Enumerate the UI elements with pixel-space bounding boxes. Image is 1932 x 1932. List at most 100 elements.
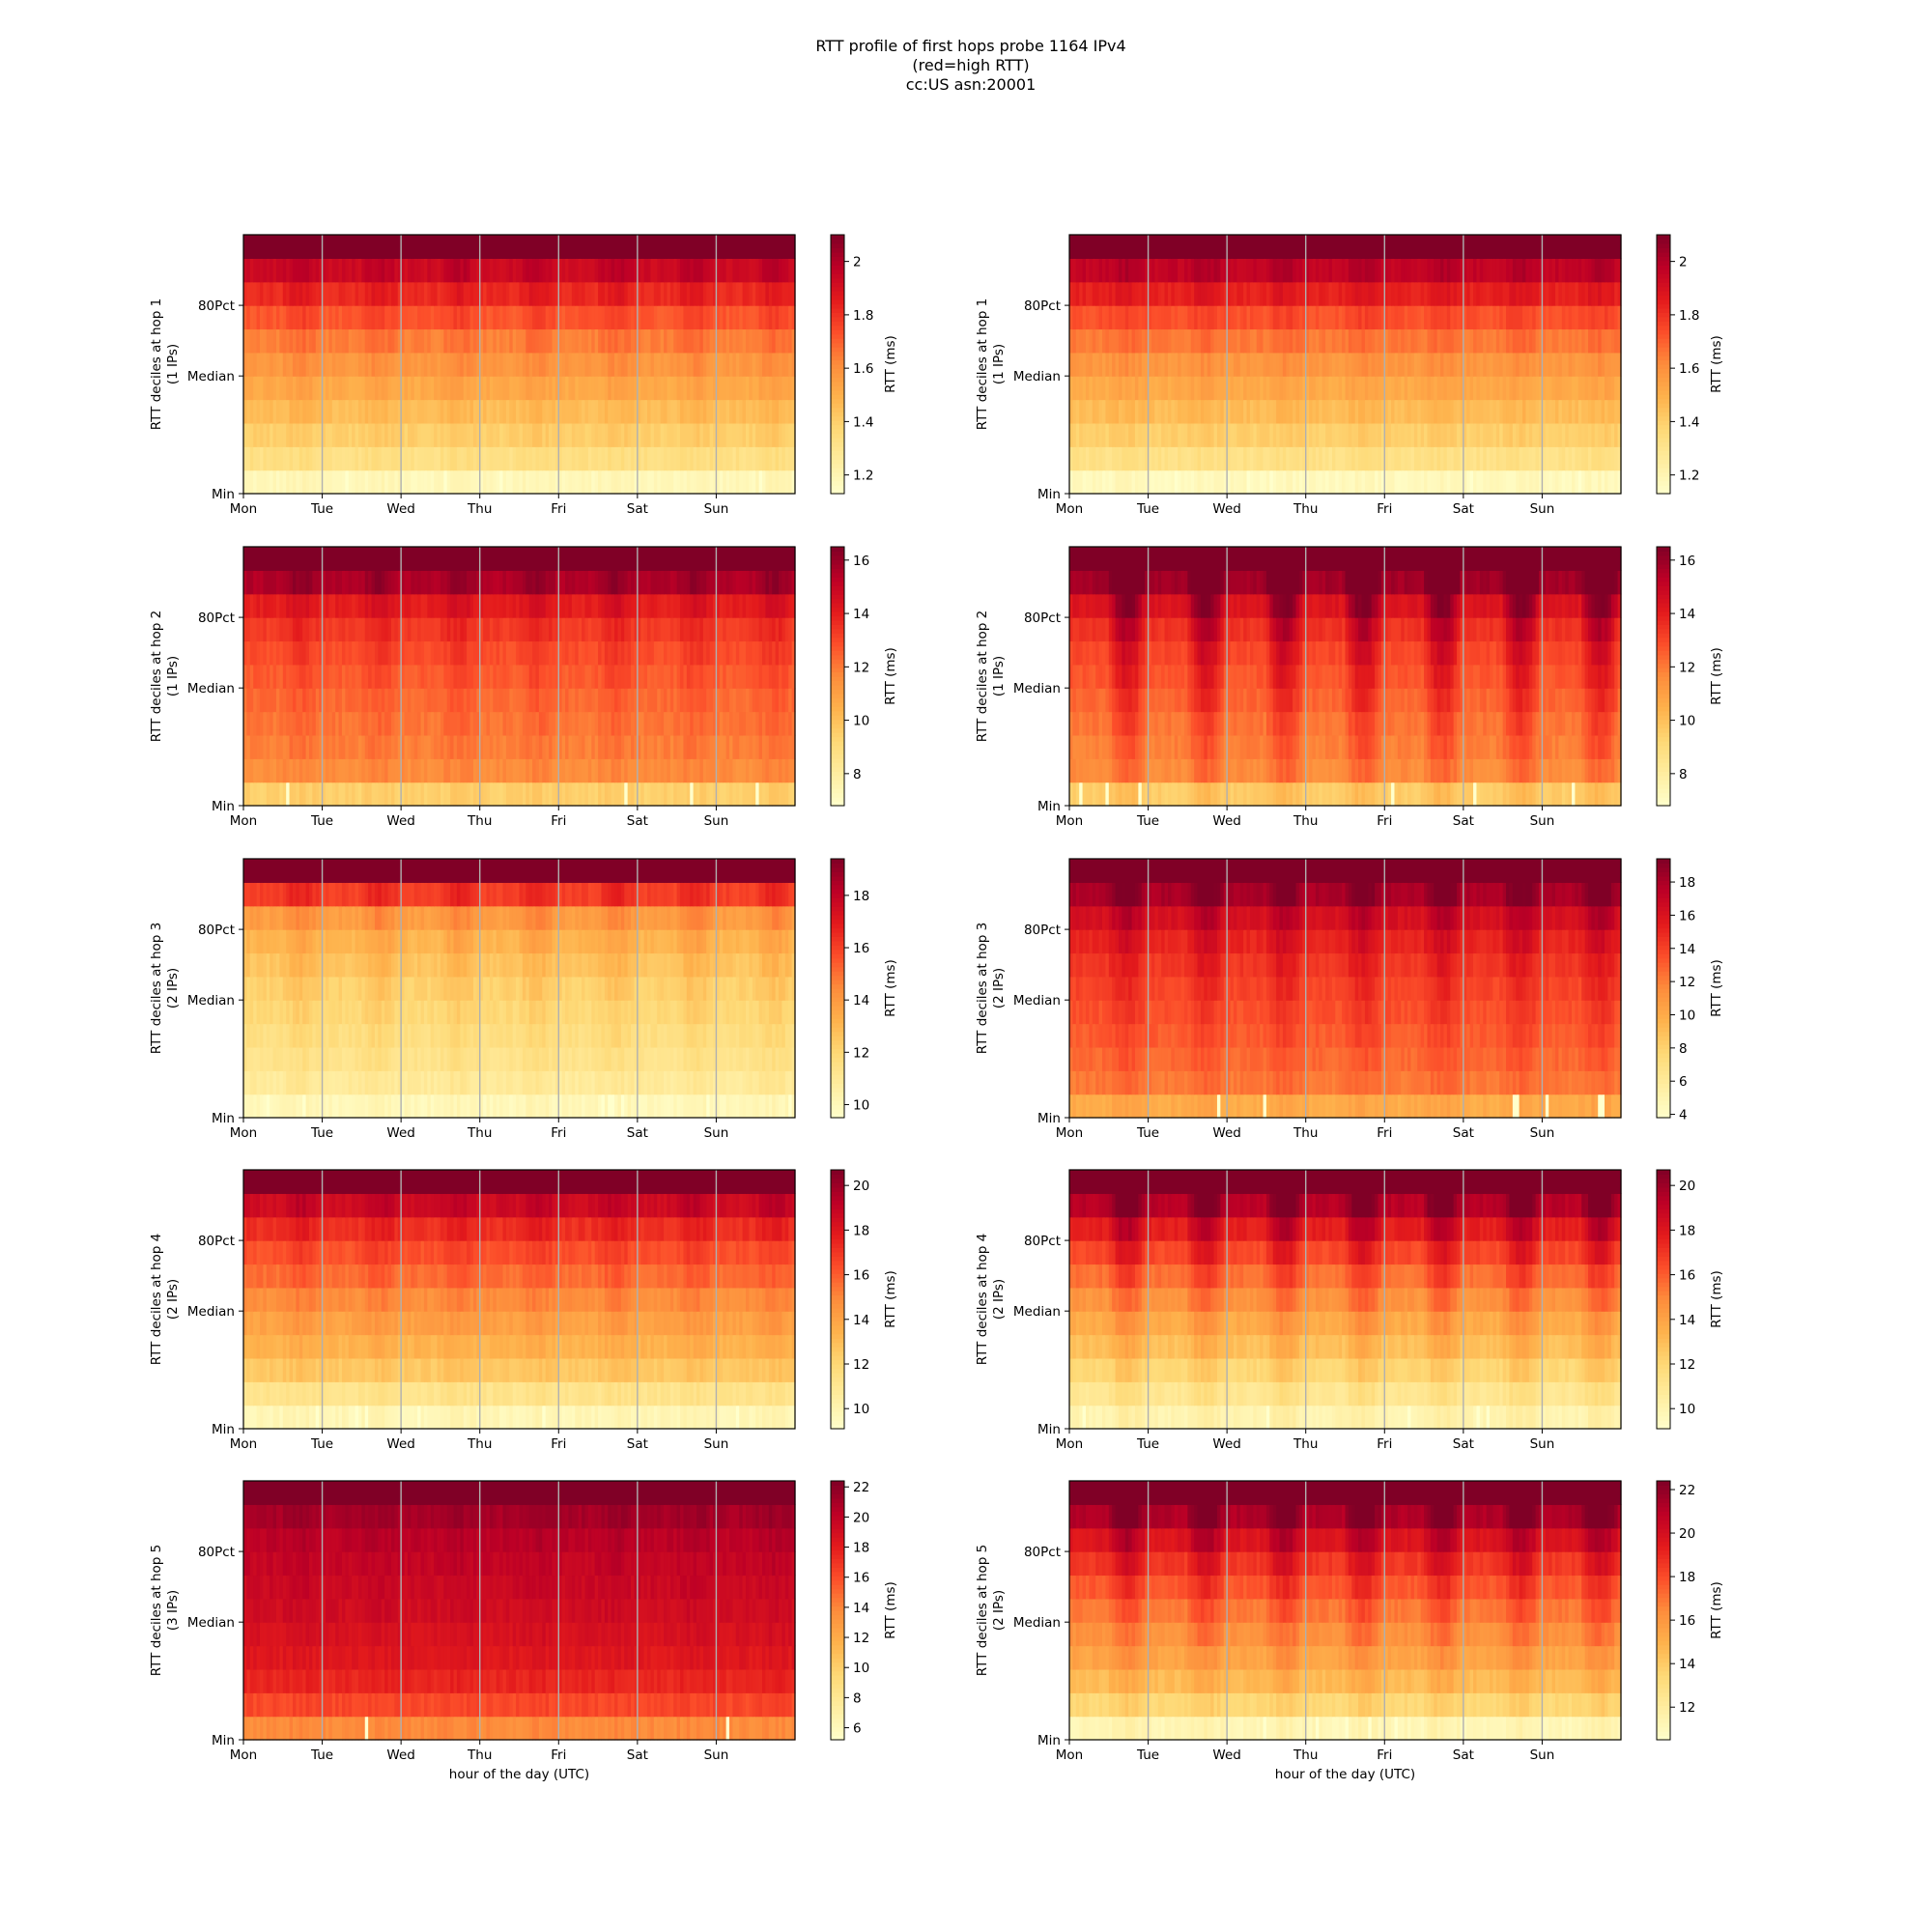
- x-tick-label: Sat: [627, 501, 648, 517]
- heatmap-cell: [388, 446, 392, 470]
- heatmap-cell: [306, 665, 310, 689]
- heatmap-cell: [276, 282, 280, 306]
- heatmap-cell: [290, 758, 294, 782]
- colorbar-segment: [1657, 472, 1670, 477]
- colorbar-segment: [1657, 394, 1670, 399]
- heatmap-cell: [345, 665, 349, 689]
- heatmap-cell: [443, 640, 447, 665]
- colorbar-segment: [831, 394, 844, 399]
- colorbar-segment: [831, 425, 844, 430]
- heatmap-cell: [372, 640, 376, 665]
- heatmap-cell: [414, 665, 418, 689]
- colorbar-segment: [1657, 412, 1670, 416]
- heatmap-cell: [483, 470, 487, 495]
- heatmap-cell: [260, 305, 264, 329]
- heatmap-cell: [316, 640, 320, 665]
- heatmap-cell: [361, 305, 365, 329]
- heatmap-cell: [414, 735, 418, 759]
- heatmap-cell: [345, 376, 349, 400]
- heatmap-cell: [372, 235, 376, 259]
- x-tick-label: Mon: [230, 501, 257, 517]
- colorbar-segment: [831, 399, 844, 404]
- colorbar-label: RTT (ms): [1709, 335, 1724, 393]
- heatmap-cell: [361, 376, 365, 400]
- heatmap-cell: [260, 758, 264, 782]
- heatmap-cell: [316, 400, 320, 424]
- heatmap-cell: [483, 305, 487, 329]
- heatmap-cell: [345, 328, 349, 353]
- heatmap-cell: [454, 782, 458, 807]
- heatmap-cell: [372, 328, 376, 353]
- heatmap-cell: [260, 423, 264, 447]
- heatmap-cell: [306, 446, 310, 470]
- heatmap-cell: [332, 305, 336, 329]
- heatmap-cell: [372, 712, 376, 736]
- y-tick-label: 80Pct: [198, 298, 235, 314]
- heatmap-cell: [414, 235, 418, 259]
- heatmap-cell: [427, 735, 431, 759]
- heatmap-cell: [290, 376, 294, 400]
- heatmap-cell: [427, 782, 431, 807]
- heatmap-cell: [290, 665, 294, 689]
- heatmap-cell: [332, 640, 336, 665]
- heatmap-cell: [316, 688, 320, 712]
- heatmap-cell: [345, 688, 349, 712]
- colorbar-segment: [831, 455, 844, 460]
- heatmap-cell: [427, 353, 431, 377]
- colorbar-tick-label: 1.8: [853, 308, 873, 324]
- colorbar-segment: [1657, 481, 1670, 486]
- colorbar-segment: [1657, 355, 1670, 360]
- heatmap-cell: [345, 782, 349, 807]
- heatmap-cell: [470, 758, 474, 782]
- heatmap-cell: [483, 758, 487, 782]
- colorbar-segment: [1657, 446, 1670, 451]
- heatmap-cell: [414, 640, 418, 665]
- colorbar-segment: [1657, 459, 1670, 464]
- heatmap-cell: [372, 688, 376, 712]
- colorbar-segment: [831, 464, 844, 469]
- heatmap-cell: [443, 782, 447, 807]
- heatmap-cell: [443, 423, 447, 447]
- heatmap-cell: [250, 665, 254, 689]
- heatmap-cell: [443, 446, 447, 470]
- colorbar-segment: [831, 412, 844, 416]
- heatmap-cell: [483, 400, 487, 424]
- heatmap-cell: [470, 282, 474, 306]
- y-axis-sublabel: (1 IPs): [165, 344, 181, 384]
- colorbar-tick-label: 1.4: [853, 414, 873, 430]
- colorbar-segment: [1657, 390, 1670, 395]
- heatmap-cell: [276, 782, 280, 807]
- heatmap-cell: [388, 735, 392, 759]
- colorbar-segment: [831, 347, 844, 352]
- colorbar-segment: [831, 247, 844, 252]
- colorbar: 1.21.41.61.82RTT (ms): [1657, 235, 1724, 495]
- heatmap-cell: [316, 235, 320, 259]
- x-tick-label: Fri: [1377, 501, 1392, 517]
- heatmap-cell: [290, 328, 294, 353]
- colorbar-segment: [1657, 455, 1670, 460]
- colorbar-segment: [831, 420, 844, 425]
- heatmap-cell: [372, 376, 376, 400]
- heatmap-cell: [372, 353, 376, 377]
- colorbar-segment: [831, 360, 844, 365]
- colorbar-tick-label: 1.2: [1679, 469, 1699, 484]
- heatmap-cell: [361, 470, 365, 495]
- heatmap-cell: [414, 712, 418, 736]
- colorbar-segment: [1657, 252, 1670, 257]
- heatmap-cell: [260, 665, 264, 689]
- colorbar-segment: [1657, 408, 1670, 412]
- colorbar-tick-label: 2: [853, 255, 862, 270]
- heatmap-cell: [443, 712, 447, 736]
- heatmap-cell: [454, 758, 458, 782]
- heatmap-cell: [414, 400, 418, 424]
- y-tick-label: Median: [187, 369, 235, 384]
- heatmap-cell: [276, 353, 280, 377]
- colorbar-segment: [1657, 416, 1670, 421]
- colorbar-segment: [1657, 273, 1670, 278]
- x-tick-label: Thu: [1293, 501, 1318, 517]
- heatmap-cell: [427, 758, 431, 782]
- heatmap-cell: [332, 665, 336, 689]
- heatmap-cell: [316, 328, 320, 353]
- colorbar-segment: [831, 429, 844, 434]
